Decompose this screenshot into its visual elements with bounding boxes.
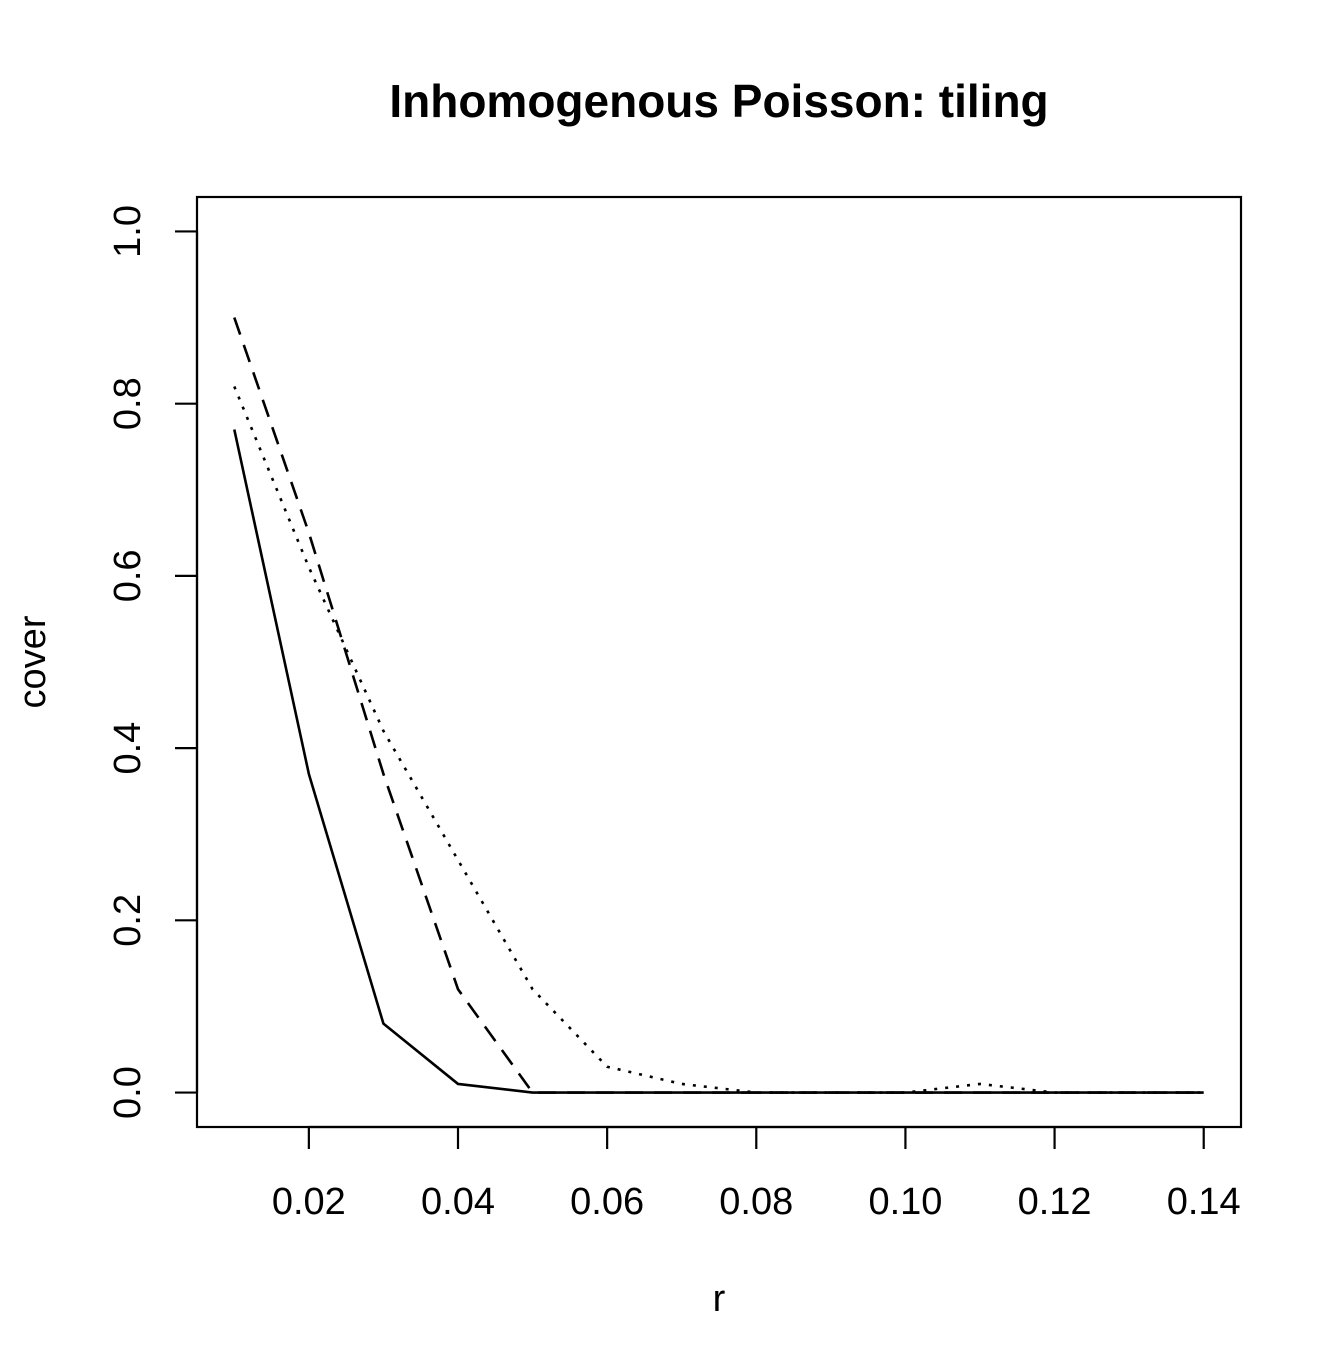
x-tick-label: 0.10 — [868, 1181, 942, 1223]
y-tick-label: 0.2 — [107, 894, 149, 947]
series-line-dashed — [233, 317, 1204, 1094]
y-axis: 0.0 0.2 0.4 0.6 0.8 1.0 — [107, 205, 199, 1119]
chart-title: Inhomogenous Poisson: tiling — [389, 75, 1048, 127]
x-tick-label: 0.08 — [719, 1181, 793, 1223]
series-layer — [233, 317, 1204, 1094]
x-tick-label: 0.06 — [570, 1181, 644, 1223]
x-axis: 0.02 0.04 0.06 0.08 0.10 0.12 0.14 — [272, 1125, 1241, 1223]
x-tick-label: 0.14 — [1167, 1181, 1241, 1223]
y-tick-label: 0.6 — [107, 549, 149, 602]
plot-frame — [195, 195, 1243, 1129]
series-line-dotted — [233, 385, 1204, 1094]
x-tick-label: 0.12 — [1018, 1181, 1092, 1223]
y-tick-label: 0.4 — [107, 722, 149, 775]
y-tick-label: 0.0 — [107, 1066, 149, 1119]
y-axis-label: cover — [12, 615, 54, 708]
x-axis-label: r — [713, 1278, 726, 1320]
y-tick-label: 1.0 — [107, 205, 149, 258]
x-tick-label: 0.02 — [272, 1181, 346, 1223]
y-tick-label: 0.8 — [107, 377, 149, 430]
x-tick-label: 0.04 — [421, 1181, 495, 1223]
